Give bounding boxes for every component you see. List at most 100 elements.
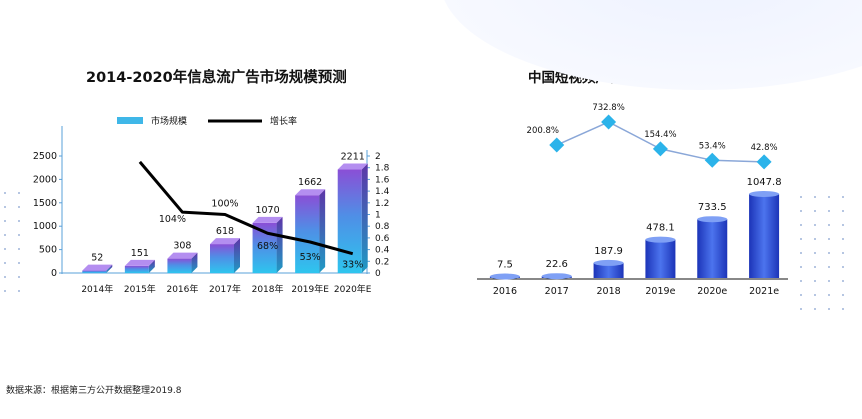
decorative-dot bbox=[814, 196, 816, 198]
decorative-dot bbox=[800, 294, 802, 296]
bar-value-label: 1047.8 bbox=[747, 177, 782, 188]
y2-tick-label: 0.6 bbox=[375, 234, 390, 244]
legend-swatch-market bbox=[117, 117, 143, 124]
growth-line bbox=[138, 160, 354, 256]
x-tick-label: 2017年 bbox=[209, 283, 241, 295]
decorative-dot bbox=[4, 206, 6, 208]
decorative-dot bbox=[800, 280, 802, 282]
y2-tick-label: 0.8 bbox=[375, 222, 390, 232]
growth-diamond bbox=[756, 154, 772, 170]
x-tick-label: 2019e bbox=[645, 286, 675, 297]
source-note: 数据来源：根据第三方公开数据整理2019.8 bbox=[6, 386, 182, 396]
bar-value-label: 7.5 bbox=[497, 260, 513, 271]
y2-tick-label: 1.4 bbox=[375, 187, 390, 197]
legend-label-market: 市场规模 bbox=[151, 115, 187, 127]
decorative-dot bbox=[828, 224, 830, 226]
decorative-dot bbox=[842, 224, 844, 226]
bar-top bbox=[210, 238, 240, 245]
decorative-dot bbox=[814, 238, 816, 240]
decorative-dot bbox=[18, 290, 20, 292]
bar bbox=[749, 194, 780, 278]
growth-rate-label: 154.4% bbox=[644, 130, 676, 140]
decorative-dot bbox=[842, 280, 844, 282]
right-chart: 7.5 2016 22.6 2017 187.9 2018 478.1 2019e 733.5 2… bbox=[477, 103, 788, 297]
growth-rate-label: 42.8% bbox=[751, 143, 778, 153]
left-chart: 0 500 1000 1500 2000 2500 0 0.20.4 0.6 0.81 1.2 1.4… bbox=[33, 115, 390, 295]
bar bbox=[210, 244, 234, 273]
bar-top bbox=[252, 216, 283, 223]
y-tick-label: 1000 bbox=[33, 221, 57, 232]
decorative-dot bbox=[828, 210, 830, 212]
bar-value-label: 151 bbox=[131, 248, 149, 259]
decorative-dot bbox=[842, 210, 844, 212]
growth-rate-label: 100% bbox=[211, 199, 238, 210]
bar-side bbox=[319, 189, 326, 273]
y-tick-label: 1500 bbox=[33, 198, 57, 209]
decorative-dot bbox=[4, 276, 6, 278]
decorative-dot bbox=[842, 266, 844, 268]
decorative-dot bbox=[18, 192, 20, 194]
x-tick-label: 2015年 bbox=[124, 283, 156, 295]
decorative-dot bbox=[18, 262, 20, 264]
bar-top bbox=[337, 163, 368, 170]
bar bbox=[82, 270, 107, 273]
decorative-dot bbox=[828, 280, 830, 282]
y2-tick-label: 1.6 bbox=[375, 175, 390, 185]
y2-tick-label: 0.2 bbox=[375, 257, 389, 267]
bar bbox=[645, 239, 676, 278]
growth-diamond bbox=[549, 137, 565, 153]
bar-value-label: 1070 bbox=[255, 205, 279, 216]
decorative-dot bbox=[842, 308, 844, 310]
y-tick-label: 0 bbox=[51, 268, 57, 279]
decorative-dot bbox=[842, 196, 844, 198]
bar-side bbox=[234, 238, 240, 273]
y2-tick-label: 1.2 bbox=[375, 199, 389, 209]
decorative-dot bbox=[828, 294, 830, 296]
y2-tick-label: 0.4 bbox=[375, 246, 390, 256]
x-tick-label: 2018年 bbox=[252, 283, 284, 295]
y-tick-label: 2000 bbox=[33, 174, 57, 185]
bar-top bbox=[167, 252, 198, 259]
decorative-dot bbox=[18, 248, 20, 250]
decorative-dot bbox=[18, 234, 20, 236]
bar bbox=[593, 262, 624, 278]
bar-top bbox=[593, 259, 624, 266]
x-tick-label: 2016 bbox=[493, 286, 517, 297]
bar-value-label: 1662 bbox=[298, 177, 322, 188]
decorative-dot bbox=[800, 196, 802, 198]
growth-diamond bbox=[601, 114, 617, 130]
decorative-dot bbox=[4, 234, 6, 236]
decorative-dot bbox=[800, 238, 802, 240]
bar bbox=[252, 222, 277, 273]
bar-top bbox=[489, 273, 520, 280]
decorative-dot bbox=[814, 224, 816, 226]
bar-side bbox=[361, 163, 368, 273]
bar bbox=[337, 169, 362, 273]
growth-rate-label: 200.8% bbox=[527, 126, 559, 136]
decorative-dot bbox=[814, 294, 816, 296]
bar-side bbox=[148, 259, 155, 273]
x-tick-label: 2017 bbox=[545, 286, 569, 297]
decorative-dot bbox=[4, 262, 6, 264]
bar-value-label: 187.9 bbox=[594, 246, 623, 257]
decorative-dot bbox=[842, 294, 844, 296]
growth-rate-label: 104% bbox=[159, 214, 186, 225]
bar bbox=[124, 265, 149, 273]
decorative-dot bbox=[18, 206, 20, 208]
bar-top bbox=[541, 273, 572, 280]
bar-value-label: 733.5 bbox=[698, 202, 727, 213]
y2-tick-label: 0 bbox=[375, 269, 381, 279]
bar-value-label: 2211 bbox=[341, 152, 365, 163]
decorative-dot bbox=[800, 252, 802, 254]
growth-rate-label: 53.4% bbox=[699, 141, 726, 151]
decorative-dot bbox=[814, 308, 816, 310]
bar-top bbox=[697, 216, 728, 223]
decorative-dot bbox=[828, 196, 830, 198]
decorative-dot bbox=[814, 266, 816, 268]
growth-diamond bbox=[652, 141, 668, 157]
bar-top bbox=[295, 189, 326, 196]
x-tick-label: 2018 bbox=[596, 286, 620, 297]
decorative-dot bbox=[842, 252, 844, 254]
bar-top bbox=[749, 191, 780, 197]
